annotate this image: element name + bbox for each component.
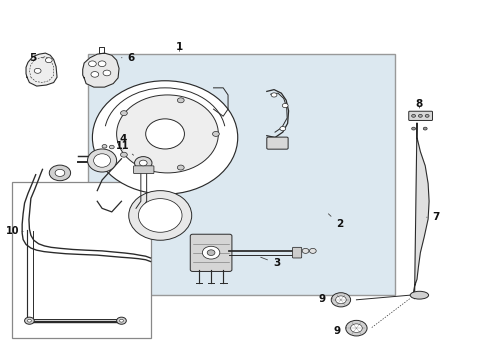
Circle shape: [346, 320, 367, 336]
Text: 5: 5: [29, 53, 44, 63]
Ellipse shape: [146, 119, 184, 149]
Bar: [88, 54, 395, 295]
Circle shape: [89, 61, 96, 67]
Text: 2: 2: [328, 214, 343, 229]
Circle shape: [280, 126, 286, 131]
Circle shape: [24, 317, 34, 324]
Circle shape: [121, 111, 127, 116]
Text: 1: 1: [176, 42, 183, 52]
Ellipse shape: [117, 95, 219, 173]
Text: 11: 11: [116, 141, 134, 155]
Circle shape: [350, 324, 362, 332]
Circle shape: [103, 70, 111, 76]
Circle shape: [302, 248, 309, 253]
FancyBboxPatch shape: [409, 111, 433, 121]
Circle shape: [202, 246, 220, 259]
Ellipse shape: [138, 199, 182, 232]
Circle shape: [425, 114, 429, 117]
Text: 10: 10: [6, 226, 23, 237]
Circle shape: [139, 160, 147, 166]
Circle shape: [271, 93, 277, 97]
Circle shape: [177, 98, 184, 103]
Circle shape: [117, 317, 126, 324]
Circle shape: [412, 127, 416, 130]
Text: 4: 4: [119, 134, 126, 150]
Circle shape: [102, 145, 107, 148]
Circle shape: [135, 157, 152, 169]
Circle shape: [418, 114, 422, 117]
Polygon shape: [26, 53, 57, 86]
Text: 6: 6: [122, 53, 135, 63]
Circle shape: [207, 250, 215, 256]
Ellipse shape: [94, 154, 111, 167]
Polygon shape: [83, 53, 119, 87]
Ellipse shape: [129, 191, 192, 240]
Text: 3: 3: [261, 257, 280, 268]
Text: 8: 8: [416, 99, 423, 109]
Polygon shape: [414, 123, 429, 299]
Bar: [12, 182, 150, 338]
Text: 9: 9: [334, 326, 346, 336]
Circle shape: [49, 165, 71, 181]
Circle shape: [336, 296, 346, 304]
Circle shape: [46, 58, 52, 63]
Ellipse shape: [410, 291, 429, 299]
Circle shape: [120, 319, 123, 322]
Circle shape: [27, 319, 31, 322]
Circle shape: [177, 165, 184, 170]
Ellipse shape: [93, 81, 238, 194]
FancyBboxPatch shape: [293, 247, 302, 258]
Ellipse shape: [88, 149, 117, 172]
Circle shape: [309, 248, 316, 253]
Text: 9: 9: [319, 294, 332, 304]
Circle shape: [55, 169, 65, 176]
FancyBboxPatch shape: [267, 137, 288, 149]
Circle shape: [121, 152, 127, 157]
FancyBboxPatch shape: [190, 234, 232, 271]
Text: 7: 7: [427, 212, 440, 222]
Circle shape: [34, 68, 41, 73]
FancyBboxPatch shape: [134, 166, 154, 174]
Circle shape: [331, 293, 351, 307]
Circle shape: [282, 103, 288, 108]
Circle shape: [213, 131, 220, 136]
Circle shape: [91, 72, 98, 77]
Circle shape: [98, 61, 106, 67]
Circle shape: [109, 145, 114, 149]
Circle shape: [423, 127, 427, 130]
Circle shape: [412, 114, 416, 117]
